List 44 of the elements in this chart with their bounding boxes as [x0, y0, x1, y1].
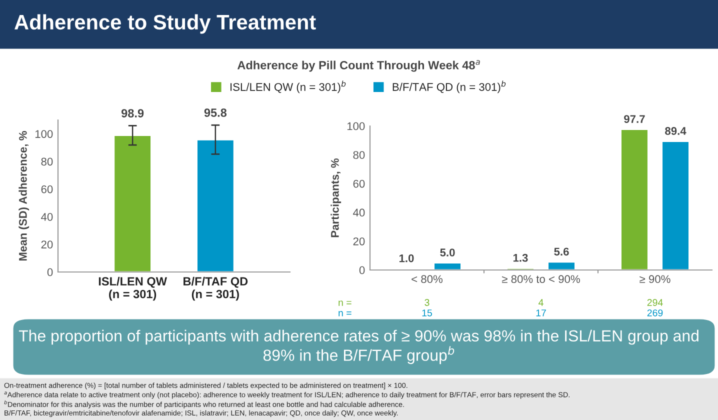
- text: 17: [536, 310, 546, 316]
- x-tick-label: B/F/TAF QD (n = 301): [184, 276, 248, 301]
- legend-label: B/F/TAF QD (n = 301)$^{b}$: [392, 80, 506, 94]
- text: n =: [338, 311, 352, 316]
- y-tick-label: 0: [47, 268, 53, 276]
- y-axis-title: Participants, %: [330, 158, 342, 238]
- x-tick-label: < 80%: [412, 275, 443, 284]
- legend-label: ISL/LEN QW (n = 301)$^{b}$: [230, 80, 346, 94]
- y-tick-label: 60: [41, 185, 53, 194]
- y-tick-label: 100: [347, 122, 365, 130]
- bar: [620, 128, 649, 270]
- text: n =: [338, 300, 352, 306]
- data-label: 95.8: [204, 108, 227, 117]
- bar: [433, 262, 462, 270]
- x-tick-label: ≥ 80% to < 90%: [502, 275, 580, 284]
- text: 269: [647, 309, 663, 316]
- y-tick-label: 100: [35, 130, 53, 138]
- y-axis-title: Mean (SD) Adherence, %: [18, 131, 30, 260]
- text: 15: [422, 310, 432, 316]
- bar: [547, 261, 576, 270]
- y-tick-label: 60: [353, 180, 365, 188]
- y-tick-label: 20: [41, 240, 53, 248]
- y-tick-label: 40: [353, 208, 365, 217]
- y-tick-label: 40: [41, 212, 53, 221]
- data-label: 97.7: [624, 115, 645, 123]
- data-label: 1.0: [399, 254, 414, 262]
- text: 294: [647, 299, 663, 306]
- data-label: 5.6: [554, 248, 569, 256]
- text: Adherence by Pill Count Through Week 48$^{a}$: [237, 60, 480, 72]
- data-label: 89.4: [665, 127, 686, 135]
- data-label: 1.3: [513, 254, 528, 262]
- text: 4: [538, 299, 544, 306]
- y-tick-label: 0: [359, 266, 365, 274]
- data-label: 5.0: [440, 248, 455, 256]
- text: Adherence to Study Treatment: [14, 14, 316, 34]
- y-tick-label: 80: [353, 151, 365, 159]
- x-tick-label: ≥ 90%: [640, 275, 670, 284]
- y-tick-label: 80: [41, 158, 53, 166]
- data-label: 98.9: [121, 109, 144, 118]
- bar: [661, 140, 690, 270]
- text: The proportion of participants with adherence rates of ≥ 90% was 98% in the ISL/LEN group and 89% in the B/F/TAF group$^{b}$: [18, 330, 698, 364]
- y-tick-label: 20: [353, 237, 365, 246]
- text: 3: [424, 299, 430, 306]
- x-tick-label: ISL/LEN QW (n = 301): [98, 276, 167, 301]
